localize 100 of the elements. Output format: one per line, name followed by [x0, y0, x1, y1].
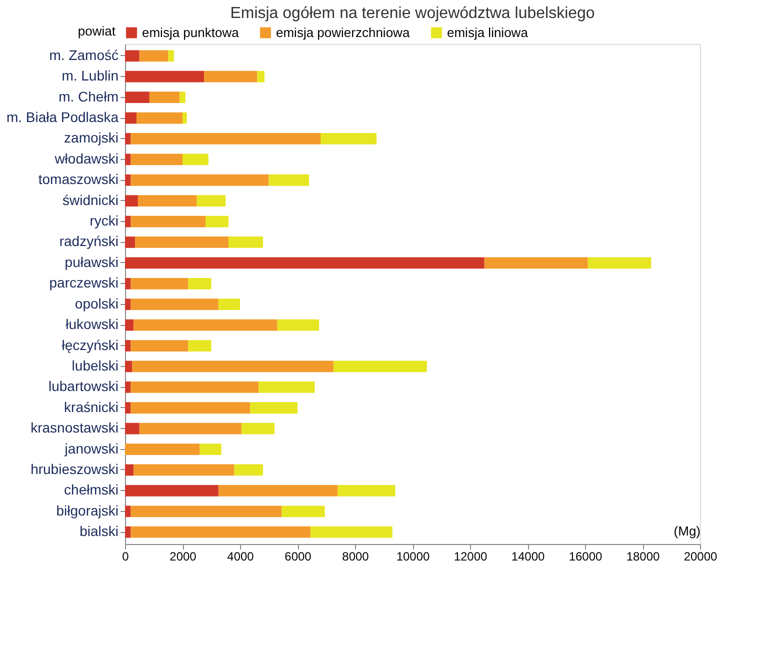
bar	[320, 133, 377, 144]
bar	[196, 195, 226, 207]
chart-title: Emisja ogółem na terenie województwa lubelskiego	[230, 5, 595, 22]
bar	[139, 422, 242, 434]
bar	[310, 526, 392, 538]
bar	[125, 257, 484, 269]
bar	[125, 422, 140, 434]
x-tick-label: 20000	[684, 550, 718, 564]
bar	[134, 464, 234, 476]
x-tick-label: 10000	[396, 550, 430, 564]
y-tick-label: radzyński	[59, 233, 118, 250]
bar	[125, 174, 131, 186]
bar	[125, 319, 134, 331]
y-tick-label: zamojski	[64, 130, 118, 146]
y-tick-label: m. Zamość	[49, 46, 118, 63]
bar	[125, 50, 140, 62]
bar	[218, 298, 240, 310]
x-axis-title: (Mg)	[674, 524, 700, 538]
bar	[125, 92, 150, 104]
bar	[125, 402, 131, 414]
bar	[130, 526, 310, 538]
bar	[200, 444, 222, 455]
y-tick-label: lubartowski	[48, 378, 118, 394]
y-tick-label: m. Chełm	[58, 88, 118, 104]
bar	[125, 484, 218, 496]
y-tick-label: biłgorajski	[56, 502, 118, 518]
y-tick-label: hrubieszowski	[30, 460, 118, 477]
bar	[277, 319, 320, 331]
bar	[125, 464, 134, 476]
bar	[125, 112, 136, 124]
y-axis-title: powiat	[78, 24, 116, 38]
x-tick-label: 14000	[511, 550, 546, 564]
bar	[206, 216, 228, 228]
bar	[188, 278, 212, 290]
bar	[282, 506, 325, 518]
y-tick-label: chełmski	[64, 482, 118, 498]
y-tick-label: tomaszowski	[38, 171, 118, 188]
bar	[130, 381, 259, 393]
y-tick-label: bialski	[80, 523, 118, 540]
bar	[125, 154, 131, 166]
bar	[180, 92, 186, 104]
y-tick-label: kraśnicki	[64, 398, 118, 415]
bar	[134, 319, 278, 331]
y-tick-label: łukowski	[66, 316, 118, 332]
x-tick-label: 4000	[227, 550, 254, 564]
legend-label: emisja powierzchniowa	[276, 24, 410, 40]
bar	[125, 381, 131, 393]
x-tick-label: 8000	[342, 550, 370, 564]
x-tick-label: 2000	[170, 550, 197, 564]
bar	[125, 506, 131, 518]
bar	[125, 360, 132, 372]
bar	[130, 216, 206, 228]
y-tick-label: opolski	[74, 295, 118, 312]
y-tick-label: m. Lublin	[62, 68, 118, 84]
y-tick-label: m. Biała Podlaska	[6, 109, 119, 126]
bar	[125, 340, 131, 352]
bar	[250, 402, 298, 414]
bar	[338, 484, 396, 496]
bar	[125, 70, 204, 82]
x-tick-label: 12000	[454, 550, 488, 564]
bar	[136, 112, 182, 124]
bar	[125, 526, 131, 538]
bar	[130, 154, 182, 166]
y-tick-label: janowski	[64, 440, 118, 456]
bar	[588, 257, 652, 269]
bar	[125, 236, 136, 248]
bar	[228, 236, 263, 248]
bar	[130, 278, 188, 290]
x-tick-label: 0	[122, 550, 130, 564]
y-tick-label: parczewski	[49, 274, 118, 291]
bar	[132, 360, 334, 372]
bar	[182, 112, 187, 124]
bar	[333, 360, 427, 372]
bar	[130, 298, 218, 310]
y-tick-label: krasnostawski	[30, 420, 118, 436]
y-tick-label: łęczyński	[62, 336, 118, 353]
bar	[204, 70, 258, 82]
bar	[130, 174, 269, 186]
bar	[188, 340, 212, 352]
bar	[125, 298, 131, 310]
bar	[135, 236, 228, 248]
bar	[125, 195, 138, 207]
y-tick-label: rycki	[90, 212, 118, 229]
bar	[139, 50, 168, 62]
y-tick-label: świdnicki	[62, 192, 118, 208]
x-tick-label: 6000	[284, 550, 312, 564]
bar	[268, 174, 309, 186]
y-tick-label: lubelski	[72, 357, 118, 374]
bar	[125, 278, 131, 290]
legend-label: emisja punktowa	[142, 24, 240, 40]
bar	[130, 506, 282, 518]
y-tick-label: włodawski	[54, 150, 118, 166]
x-tick-label: 16000	[568, 550, 603, 564]
bar	[257, 70, 264, 82]
bar	[125, 444, 200, 455]
bar	[130, 340, 188, 352]
bar	[138, 195, 197, 207]
y-tick-label: puławski	[64, 254, 118, 270]
bar	[241, 422, 274, 434]
bar	[168, 50, 174, 62]
